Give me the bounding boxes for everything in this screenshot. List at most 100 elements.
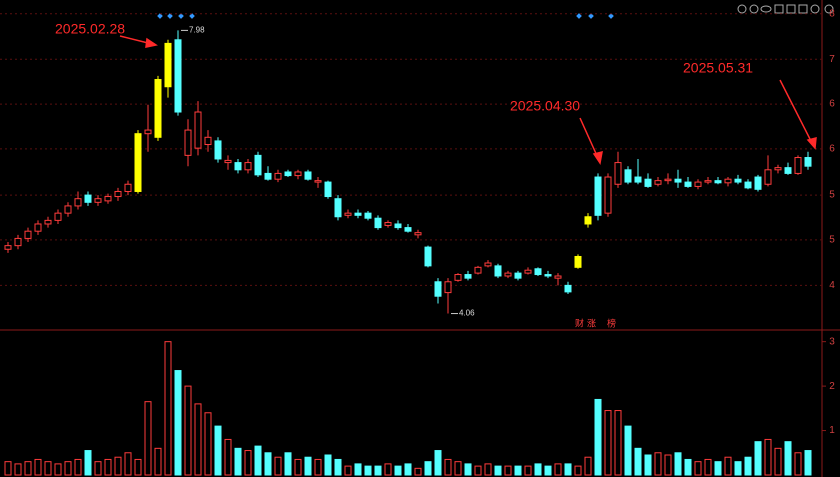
- volume-bar: [784, 441, 792, 476]
- candle-body: [264, 172, 272, 180]
- volume-bar: [654, 452, 662, 476]
- volume-bar: [344, 465, 352, 476]
- candle-body: [654, 180, 662, 185]
- candle-body: [274, 172, 282, 180]
- tool-icon[interactable]: [810, 4, 820, 14]
- volume-bar: [564, 463, 572, 476]
- diamond: [588, 13, 594, 19]
- volume-bar: [334, 458, 342, 476]
- candle-body: [314, 180, 322, 183]
- volume-bar: [274, 456, 282, 476]
- event-marker: 涨: [587, 318, 596, 328]
- volume-bar: [584, 456, 592, 476]
- annotation: 2025.04.30: [510, 98, 580, 114]
- tool-icon[interactable]: [749, 4, 759, 14]
- candle-body: [484, 262, 492, 267]
- volume-bar: [484, 463, 492, 476]
- volume-bar: [464, 463, 472, 476]
- arrows: [119, 35, 817, 165]
- candle-body: [374, 217, 382, 229]
- candle-body: [224, 159, 232, 164]
- volume-bar: [664, 454, 672, 476]
- volume-bar: [134, 458, 142, 476]
- volume-bar: [704, 458, 712, 476]
- volume-bar: [774, 447, 782, 476]
- candle-body: [614, 162, 622, 185]
- candle-body: [414, 232, 422, 236]
- candle-body: [294, 171, 302, 177]
- candle-body: [94, 198, 102, 203]
- volume-bar: [64, 461, 72, 476]
- volume-bar: [534, 463, 542, 476]
- volume-bar: [414, 467, 422, 476]
- volume-bar: [734, 461, 742, 476]
- annotation: 2025.02.28: [55, 21, 125, 37]
- arrow-head: [806, 137, 817, 150]
- volume-bar: [14, 463, 22, 476]
- volume-bar: [504, 465, 512, 476]
- candle-body: [744, 181, 752, 189]
- volume-bar: [144, 401, 152, 476]
- tool-icon[interactable]: [786, 4, 796, 14]
- volume-bar: [474, 465, 482, 476]
- candle-body: [784, 167, 792, 174]
- candle-body: [594, 176, 602, 216]
- tool-icon[interactable]: [824, 4, 834, 14]
- volume-bar: [624, 425, 632, 476]
- volume-bar: [154, 447, 162, 476]
- volume-bar: [594, 398, 602, 476]
- volume-bar: [494, 465, 502, 476]
- volume-bar: [724, 456, 732, 476]
- candle-body: [244, 162, 252, 171]
- tool-icon[interactable]: [798, 4, 808, 14]
- volume-bar: [304, 456, 312, 476]
- event-marker: 财: [575, 317, 584, 328]
- candle-body: [674, 178, 682, 183]
- candle-body: [254, 154, 262, 176]
- volume-bar: [324, 454, 332, 476]
- candle-body: [14, 237, 22, 247]
- candle-body: [344, 212, 352, 216]
- candle-body: [544, 274, 552, 277]
- tool-icon[interactable]: [774, 4, 784, 14]
- candle-body: [444, 281, 452, 294]
- candle-body: [134, 133, 142, 192]
- low-label: 4.06: [459, 309, 475, 318]
- candle-body: [64, 205, 72, 214]
- high-label: 7.98: [189, 26, 205, 35]
- volume-bar: [34, 458, 42, 476]
- candle-body: [334, 198, 342, 218]
- volume-bar: [634, 447, 642, 476]
- tool-icon[interactable]: [737, 4, 747, 14]
- candle-body: [714, 180, 722, 184]
- volume-bar: [284, 452, 292, 476]
- candle-body: [564, 284, 572, 293]
- volume-bar: [454, 461, 462, 476]
- volume-bar: [514, 465, 522, 476]
- candle-body: [804, 157, 812, 167]
- candle-body: [204, 136, 212, 146]
- candle-body: [684, 181, 692, 187]
- candle-body: [734, 178, 742, 183]
- candle-body: [144, 129, 152, 135]
- event-marker: 榜: [607, 317, 616, 328]
- volume-bar: [294, 458, 302, 476]
- arrow: [579, 117, 599, 159]
- y-tick-label: 8: [829, 8, 835, 19]
- volume-bar: [374, 465, 382, 476]
- volume-bar: [94, 461, 102, 476]
- candle-body: [84, 194, 92, 203]
- candle-body: [124, 183, 132, 192]
- candle-body: [304, 171, 312, 180]
- candle-body: [454, 274, 462, 281]
- plot: 8 7 6 6 5 5 4 7.98 4.06 1 2 3: [0, 8, 835, 476]
- tool-icon[interactable]: [760, 5, 772, 13]
- candle-body: [504, 272, 512, 277]
- candle-body: [194, 111, 202, 149]
- candle-body: [554, 275, 562, 279]
- candle-body: [154, 79, 162, 138]
- candle-body: [24, 230, 32, 239]
- volume-bar: [394, 465, 402, 476]
- volume-bar: [24, 461, 32, 476]
- candle-body: [664, 178, 672, 182]
